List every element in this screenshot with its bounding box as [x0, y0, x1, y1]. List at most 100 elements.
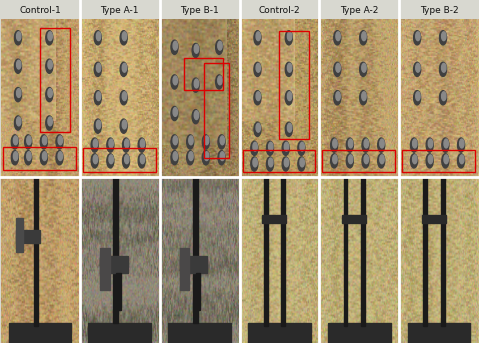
Circle shape — [439, 91, 446, 105]
Circle shape — [256, 63, 261, 72]
Circle shape — [120, 119, 127, 133]
Circle shape — [346, 154, 354, 168]
Circle shape — [14, 116, 22, 130]
Circle shape — [331, 154, 338, 168]
Circle shape — [460, 139, 464, 148]
Bar — [422, 215, 446, 223]
Circle shape — [14, 59, 22, 73]
Circle shape — [285, 62, 292, 76]
Circle shape — [187, 151, 194, 165]
Circle shape — [411, 154, 418, 168]
Circle shape — [362, 92, 366, 100]
Circle shape — [426, 138, 433, 152]
Circle shape — [442, 154, 449, 168]
Circle shape — [140, 155, 145, 164]
Circle shape — [216, 75, 223, 89]
Circle shape — [48, 117, 52, 126]
Circle shape — [426, 154, 433, 168]
Bar — [361, 177, 365, 327]
Circle shape — [285, 31, 292, 45]
Circle shape — [13, 152, 18, 161]
Circle shape — [251, 141, 258, 155]
Circle shape — [171, 106, 178, 121]
Circle shape — [377, 138, 385, 152]
Circle shape — [173, 152, 178, 161]
Circle shape — [254, 62, 261, 76]
Circle shape — [194, 111, 199, 119]
Circle shape — [192, 43, 199, 58]
Bar — [194, 177, 198, 323]
Circle shape — [411, 138, 418, 152]
Circle shape — [14, 87, 22, 102]
Circle shape — [205, 152, 209, 161]
Bar — [195, 273, 200, 310]
Circle shape — [17, 117, 21, 126]
Circle shape — [439, 31, 446, 45]
Text: Type B-1: Type B-1 — [180, 6, 219, 15]
Circle shape — [256, 92, 261, 100]
Bar — [16, 230, 40, 243]
Circle shape — [360, 31, 367, 45]
Circle shape — [14, 31, 22, 45]
Circle shape — [94, 119, 102, 133]
Text: Type B-2: Type B-2 — [420, 6, 458, 15]
Circle shape — [46, 31, 53, 45]
Circle shape — [120, 31, 127, 45]
Circle shape — [194, 45, 199, 53]
Circle shape — [192, 110, 199, 124]
Circle shape — [220, 136, 225, 145]
Circle shape — [364, 139, 368, 148]
Circle shape — [138, 154, 145, 168]
Bar — [441, 177, 445, 327]
Circle shape — [27, 152, 31, 161]
Circle shape — [284, 158, 289, 167]
Circle shape — [380, 155, 384, 164]
Circle shape — [171, 135, 178, 149]
Bar — [180, 257, 207, 273]
Circle shape — [17, 88, 21, 97]
Circle shape — [348, 139, 353, 148]
Circle shape — [218, 151, 225, 165]
Bar — [262, 215, 286, 223]
Circle shape — [254, 122, 261, 137]
Circle shape — [216, 40, 223, 54]
Circle shape — [173, 136, 178, 145]
Circle shape — [43, 152, 47, 161]
Circle shape — [189, 136, 193, 145]
Circle shape — [362, 138, 369, 152]
Circle shape — [96, 63, 101, 72]
Bar — [40, 28, 70, 132]
Circle shape — [107, 154, 114, 168]
Circle shape — [94, 62, 102, 76]
Bar — [168, 323, 231, 343]
Circle shape — [254, 91, 261, 105]
Circle shape — [24, 135, 32, 149]
Circle shape — [91, 154, 98, 168]
Circle shape — [173, 41, 178, 50]
Circle shape — [256, 32, 261, 40]
Circle shape — [218, 76, 222, 85]
Circle shape — [360, 91, 367, 105]
Circle shape — [122, 32, 126, 40]
Circle shape — [416, 32, 420, 40]
Circle shape — [336, 32, 340, 40]
Circle shape — [266, 157, 274, 171]
Circle shape — [93, 155, 98, 164]
Circle shape — [457, 154, 465, 168]
Circle shape — [300, 158, 304, 167]
Circle shape — [336, 92, 340, 100]
Circle shape — [444, 155, 448, 164]
Circle shape — [171, 40, 178, 54]
Bar — [9, 323, 71, 343]
Circle shape — [94, 31, 102, 45]
Circle shape — [94, 91, 102, 105]
Circle shape — [442, 32, 446, 40]
Circle shape — [109, 155, 114, 164]
Circle shape — [96, 120, 101, 129]
Circle shape — [173, 108, 178, 116]
Circle shape — [120, 62, 127, 76]
Circle shape — [253, 142, 257, 151]
Circle shape — [192, 78, 199, 92]
Circle shape — [58, 136, 62, 145]
Bar — [89, 323, 151, 343]
